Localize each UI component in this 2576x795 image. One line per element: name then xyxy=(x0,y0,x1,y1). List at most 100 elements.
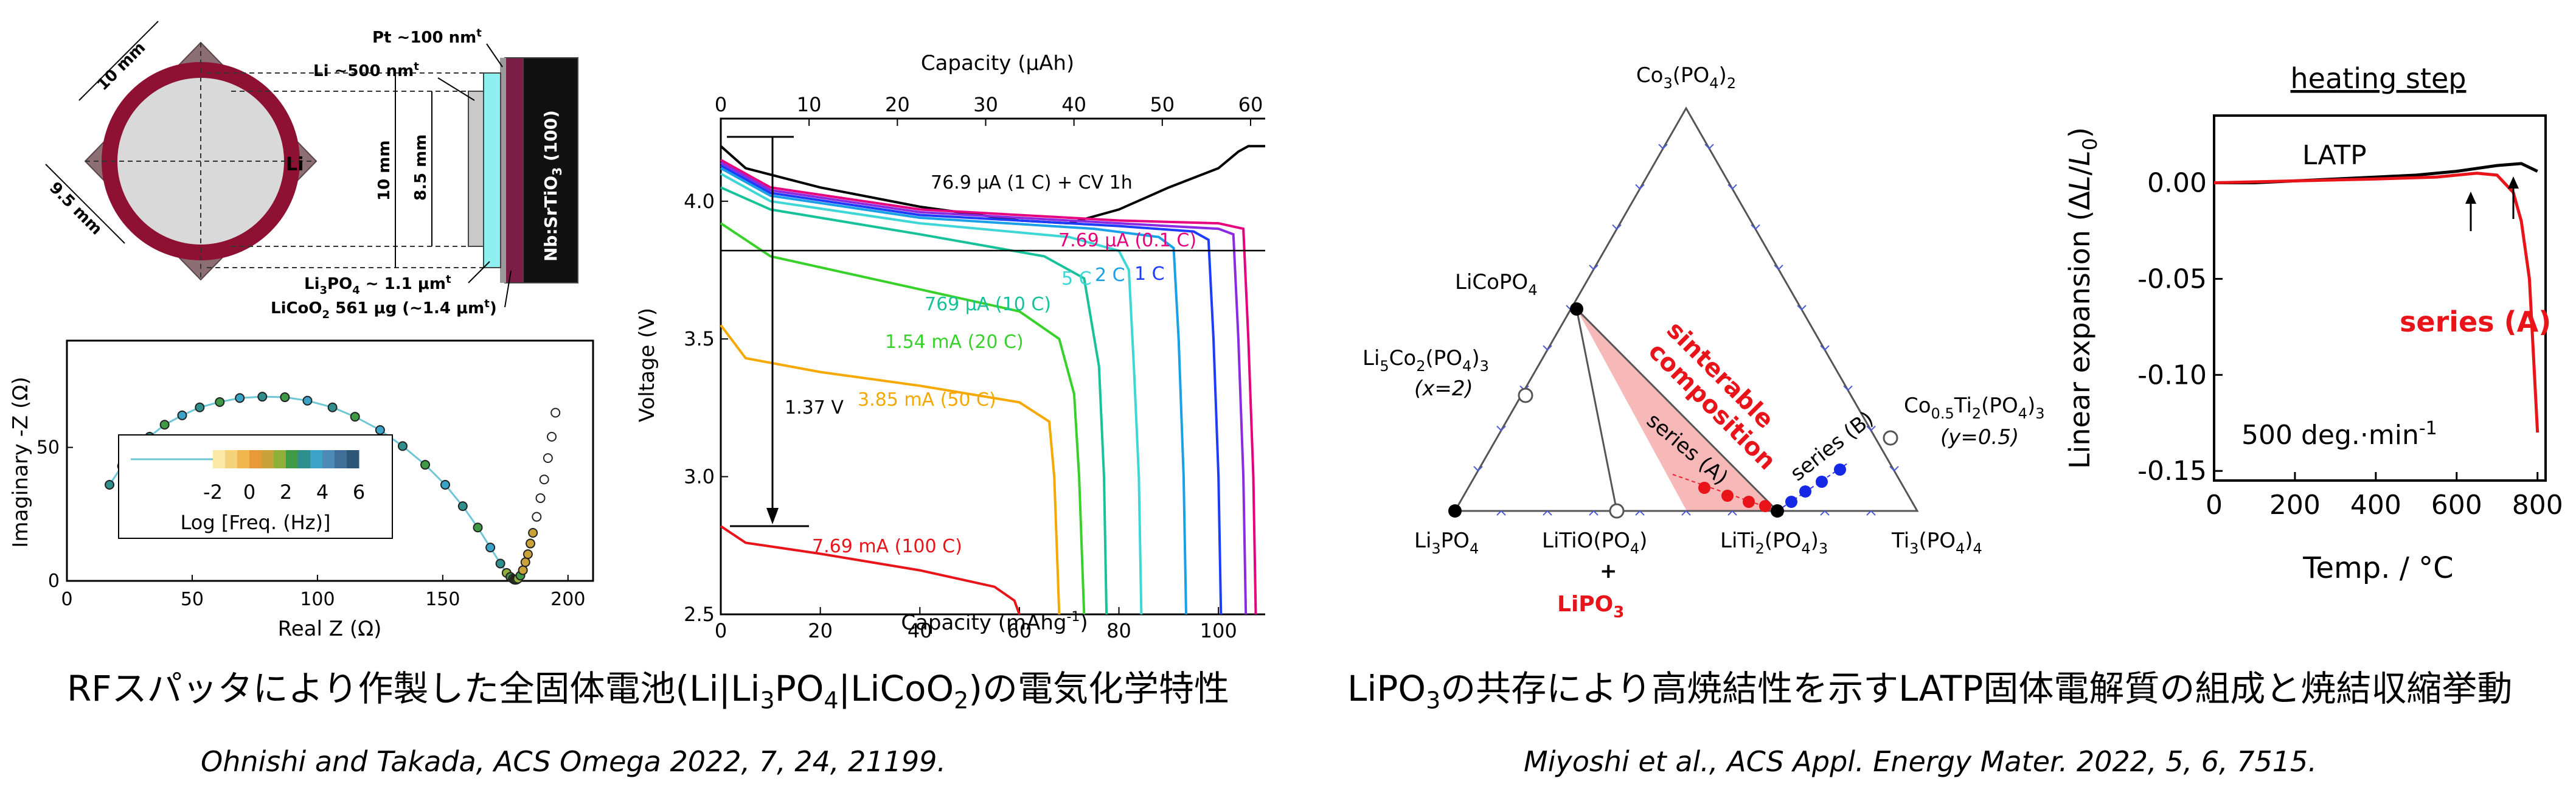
dil-ylabel: Linear expansion (ΔL/L0) xyxy=(2063,127,2102,469)
nyquist-ylabel: Imaginary -Z (Ω) xyxy=(9,377,33,547)
nyquist-point xyxy=(280,392,290,403)
litio-label: LiTiO(PO4) xyxy=(1542,529,1647,557)
ternary-grid-tick xyxy=(1635,510,1645,516)
dim-10mm-side: 10 mm xyxy=(375,141,394,201)
rate-series-line xyxy=(720,324,1061,615)
rate-series-line xyxy=(720,222,1086,615)
litio-point xyxy=(1609,503,1625,519)
nyquist-point xyxy=(520,557,530,568)
colorbar-segment xyxy=(298,450,311,468)
ternary-grid-tick xyxy=(1751,224,1760,231)
colorbar-segment xyxy=(286,450,299,468)
licoo2-layer xyxy=(504,57,524,283)
ternary-grid-tick xyxy=(1589,510,1599,516)
nyquist-point xyxy=(177,410,187,420)
colorbar-segment xyxy=(335,450,347,468)
arrow-2-head xyxy=(2508,176,2519,189)
dil-ytick-label: 0.00 xyxy=(2147,168,2207,199)
nyquist-point xyxy=(105,480,115,490)
rate-xtick-label: 40 xyxy=(908,619,932,639)
nyquist-point xyxy=(543,453,553,463)
ti3-label: Ti3(PO4)4 xyxy=(1891,529,1982,557)
frequency-legend: -2 0 2 4 6 Log [Freq. (Hz)] xyxy=(118,434,393,539)
latp-label: LATP xyxy=(2302,140,2367,171)
nyquist-point xyxy=(495,558,505,569)
pt-label: Pt ~100 nmt xyxy=(372,27,482,47)
ternary-grid-tick xyxy=(1866,425,1876,432)
dil-ytick-label: -0.15 xyxy=(2137,456,2207,487)
colorbar-segment xyxy=(225,450,238,468)
colorbar-tick-label: 6 xyxy=(353,481,365,504)
substrate-label: Nb:SrTiO3 (100) xyxy=(541,110,564,262)
left-caption: RFスパッタにより作製した全固体電池(Li|Li3PO4|LiCoO2)の電気化… xyxy=(67,668,1229,714)
dim-8-5mm: 8.5 mm xyxy=(412,134,430,201)
rate-x2tick-label: 20 xyxy=(885,93,910,116)
li3po4-point xyxy=(1448,504,1462,518)
colorbar-tick-label: 2 xyxy=(280,481,292,504)
rate-xlabel: Capacity (mAhg-1) xyxy=(901,609,1088,635)
li3po4-layer xyxy=(483,72,501,268)
voltage-drop-arrowhead xyxy=(766,508,779,524)
nyquist-point xyxy=(375,425,385,436)
nyquist-point xyxy=(420,460,431,470)
nyquist-point xyxy=(195,402,205,412)
li5co2-x-label: (x=2) xyxy=(1414,377,1473,401)
colorbar-tick-label: -2 xyxy=(203,481,223,504)
rate-x2tick-label: 40 xyxy=(1061,93,1086,116)
label-10c: 769 μA (10 C) xyxy=(925,294,1051,315)
nyquist-point xyxy=(327,402,338,412)
co05ti2-y-label: (y=0.5) xyxy=(1940,425,2019,450)
ternary-grid-tick xyxy=(1612,224,1622,231)
substrate-block xyxy=(522,57,578,283)
colorbar-segment xyxy=(322,450,335,468)
ternary-grid-tick xyxy=(1727,510,1737,516)
colorbar-segment xyxy=(262,450,274,468)
nyquist-xtick-label: 50 xyxy=(181,589,204,610)
colorbar-segment xyxy=(249,450,262,468)
left-citation: Ohnishi and Takada, ACS Omega 2022, 7, 2… xyxy=(201,745,946,778)
ternary-grid-tick xyxy=(1774,265,1783,271)
label-1c: 1 C xyxy=(1134,263,1165,285)
nyquist-point xyxy=(457,501,468,512)
dil-frame xyxy=(2213,114,2547,482)
ternary-grid-tick xyxy=(1704,144,1714,150)
label-5c: 5 C xyxy=(1061,268,1092,290)
nyquist-xtick-label: 100 xyxy=(300,589,335,610)
nyquist-point xyxy=(522,549,533,560)
ternary-grid-tick xyxy=(1635,184,1645,190)
rate-x2tick-label: 30 xyxy=(973,93,998,116)
label-2c: 2 C xyxy=(1095,265,1125,286)
nyquist-point xyxy=(526,538,536,549)
label-1-37v: 1.37 V xyxy=(785,397,844,418)
label-1c-cv: 76.9 μA (1 C) + CV 1h xyxy=(931,172,1133,193)
colorbar-segment xyxy=(237,450,250,468)
ternary-grid-tick xyxy=(1797,305,1807,311)
rate-series-line xyxy=(720,145,1265,225)
dil-xtick-label: 400 xyxy=(2350,490,2401,521)
ternary-grid-tick xyxy=(1727,184,1737,190)
ternary-grid-tick xyxy=(1543,510,1552,516)
rate-label: 500 deg.·min-1 xyxy=(2241,418,2437,451)
nyquist-point xyxy=(485,543,496,553)
li-layer-label: Li ~500 nmt xyxy=(313,60,419,80)
nyquist-point xyxy=(440,480,450,490)
nyquist-point xyxy=(215,397,225,407)
ternary-grid-tick xyxy=(1589,265,1599,271)
rate-x2tick-label: 50 xyxy=(1150,93,1175,116)
nyquist-point xyxy=(235,393,245,403)
legend-title: Log [Freq. (Hz)] xyxy=(181,511,331,534)
rate-x2tick-label: 0 xyxy=(715,93,727,116)
apex-top-label: Co3(PO4)2 xyxy=(1636,63,1736,92)
nyquist-xtick-label: 150 xyxy=(425,589,460,610)
nyquist-plot: 0 50 100 150 200 0 50 Imaginary -Z (Ω) Real Z … xyxy=(9,339,594,641)
dil-xlabel: Temp. / °C xyxy=(2302,551,2453,585)
colorbar-segment xyxy=(274,450,286,468)
li-layer xyxy=(468,91,484,247)
nyquist-xtick-label: 0 xyxy=(61,589,72,610)
ternary-grid-tick xyxy=(1820,345,1830,351)
ternary-grid-tick xyxy=(1820,510,1830,516)
ternary-grid-tick xyxy=(1866,510,1876,516)
label-20c: 1.54 mA (20 C) xyxy=(885,332,1024,353)
nyquist-point xyxy=(159,420,170,430)
lipo3-label: LiPO3 xyxy=(1557,592,1624,622)
